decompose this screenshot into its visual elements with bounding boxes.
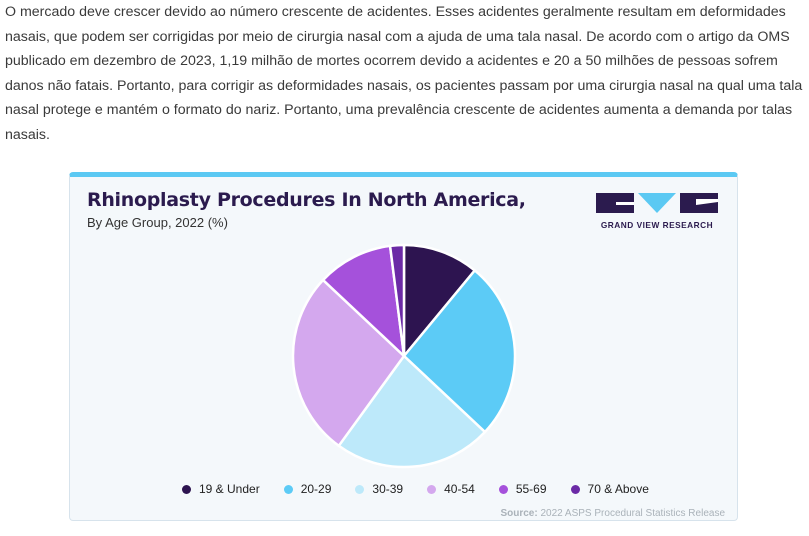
legend-dot-icon xyxy=(182,484,191,494)
source-label: Source: xyxy=(500,508,538,519)
chart-card: Rhinoplasty Procedures In North America,… xyxy=(69,172,738,521)
legend-dot-icon xyxy=(427,484,437,494)
legend-dot-icon xyxy=(283,484,293,494)
pie-slice-55-69 xyxy=(321,244,406,360)
legend-label: 70 & Above xyxy=(587,482,649,496)
legend-dot-icon xyxy=(498,484,508,494)
legend-item: 20-29 xyxy=(283,482,332,496)
pie-slice-30-39 xyxy=(337,354,487,469)
chart-legend: 19 & Under 20-29 30-39 40-54 55-69 70 & Above xyxy=(182,482,673,496)
pie-chart xyxy=(291,243,517,469)
source-text: 2022 ASPS Procedural Statistics Release xyxy=(540,508,725,519)
legend-dot-icon xyxy=(355,484,365,494)
logo-mark-icon xyxy=(596,193,718,213)
chart-source: Source: 2022 ASPS Procedural Statistics … xyxy=(500,508,725,519)
grand-view-research-logo: GRAND VIEW RESEARCH xyxy=(596,193,718,233)
legend-item: 70 & Above xyxy=(570,482,649,496)
legend-label: 40-54 xyxy=(444,482,475,496)
legend-item: 30-39 xyxy=(355,482,403,496)
article-paragraph: O mercado deve crescer devido ao número … xyxy=(5,4,803,143)
logo-text: GRAND VIEW RESEARCH xyxy=(600,220,714,230)
pie-slice-70-above xyxy=(388,243,406,357)
legend-dot-icon xyxy=(570,484,580,494)
legend-item: 40-54 xyxy=(427,482,475,496)
legend-label: 20-29 xyxy=(300,482,332,496)
pie-slice-40-54 xyxy=(291,278,406,448)
chart-subtitle: By Age Group, 2022 (%) xyxy=(87,215,228,230)
legend-label: 19 & Under xyxy=(199,482,260,496)
legend-item: 19 & Under xyxy=(182,482,260,496)
pie-slice-19-under xyxy=(402,243,477,360)
legend-label: 30-39 xyxy=(372,482,404,496)
legend-item: 55-69 xyxy=(498,482,547,496)
legend-label: 55-69 xyxy=(515,482,547,496)
pie-slice-20-29 xyxy=(402,268,517,434)
chart-title: Rhinoplasty Procedures In North America, xyxy=(87,189,526,211)
